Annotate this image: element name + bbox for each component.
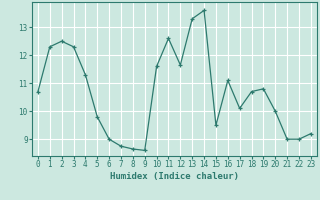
X-axis label: Humidex (Indice chaleur): Humidex (Indice chaleur) <box>110 172 239 181</box>
